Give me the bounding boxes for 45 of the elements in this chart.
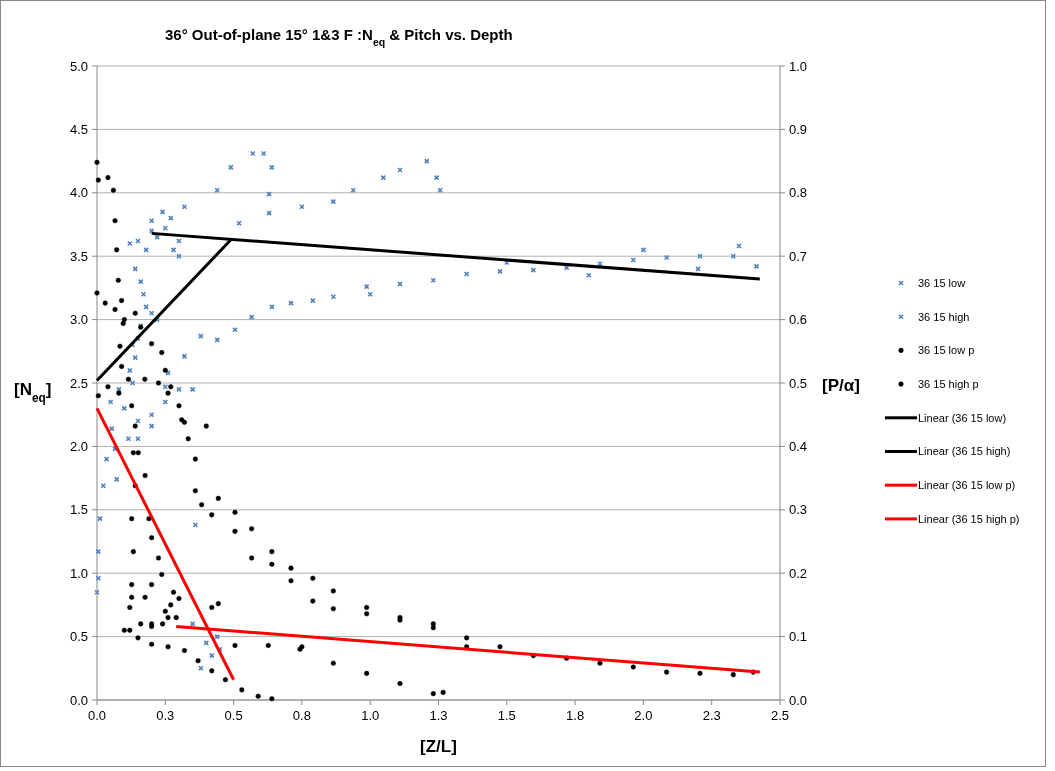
x-tick-label: 1.0 — [361, 708, 380, 723]
legend-label: Linear (36 15 low) — [918, 411, 1007, 424]
x-tick-label: 0.0 — [87, 708, 107, 723]
x-tick-label: 2.3 — [702, 708, 721, 723]
legend-label: Linear (36 15 high p) — [918, 512, 1020, 525]
y2-tick-label: 0.2 — [789, 565, 808, 581]
y-tick-label: 2.5 — [69, 375, 88, 391]
x-tick-label: 2.0 — [634, 708, 653, 723]
y2-tick-label: 0.4 — [789, 438, 808, 454]
legend-label: Linear (36 15 high) — [918, 445, 1011, 458]
y2-tick-label: 0.6 — [789, 312, 808, 328]
y-axis-title: [N$_{eq}$] — [14, 380, 52, 405]
y-tick-label: 0.0 — [69, 692, 88, 708]
y-tick-label: 1.5 — [69, 502, 88, 518]
x-tick-label: 2.5 — [770, 708, 790, 723]
x-tick-label: 1.8 — [566, 708, 585, 723]
y-tick-label: 2.0 — [69, 438, 88, 454]
y-tick-label: 0.5 — [69, 629, 88, 645]
legend-label: 36 15 high p — [918, 377, 979, 390]
x-tick-label: 1.5 — [497, 708, 516, 723]
x-tick-label: 0.5 — [224, 708, 243, 723]
y-tick-label: 4.5 — [69, 121, 88, 137]
y-tick-label: 3.5 — [69, 248, 88, 264]
y-tick-label: 3.0 — [69, 312, 88, 328]
y2-tick-label: 0.9 — [789, 121, 808, 137]
legend-label: Linear (36 15 low p) — [918, 479, 1016, 492]
y2-tick-label: 0.8 — [789, 185, 808, 201]
y2-tick-label: 0.3 — [789, 502, 808, 518]
y-tick-label: 4.0 — [69, 185, 88, 201]
legend-label: 36 15 high — [918, 310, 970, 323]
chart-title: 36° Out-of-plane 15° 1&3 F :N$_{eq}$ & Pitch vs. Depth — [165, 26, 513, 48]
x-tick-label: 0.8 — [292, 708, 311, 723]
y2-tick-label: 1.0 — [789, 58, 808, 74]
y2-tick-label: 0.1 — [789, 629, 808, 645]
x-tick-label: 1.3 — [429, 708, 448, 723]
y-tick-label: 5.0 — [69, 58, 88, 74]
y2-tick-label: 0.0 — [789, 692, 808, 708]
legend-label: 36 15 low — [918, 276, 966, 289]
x-axis-title: [Z/L] — [420, 737, 457, 756]
x-tick-label: 0.3 — [156, 708, 175, 723]
legend-label: 36 15 low p — [918, 344, 975, 357]
y2-axis-title: [P/α] — [822, 376, 860, 395]
y2-tick-label: 0.7 — [789, 248, 808, 264]
y2-tick-label: 0.5 — [789, 375, 808, 391]
y-tick-label: 1.0 — [69, 565, 88, 581]
